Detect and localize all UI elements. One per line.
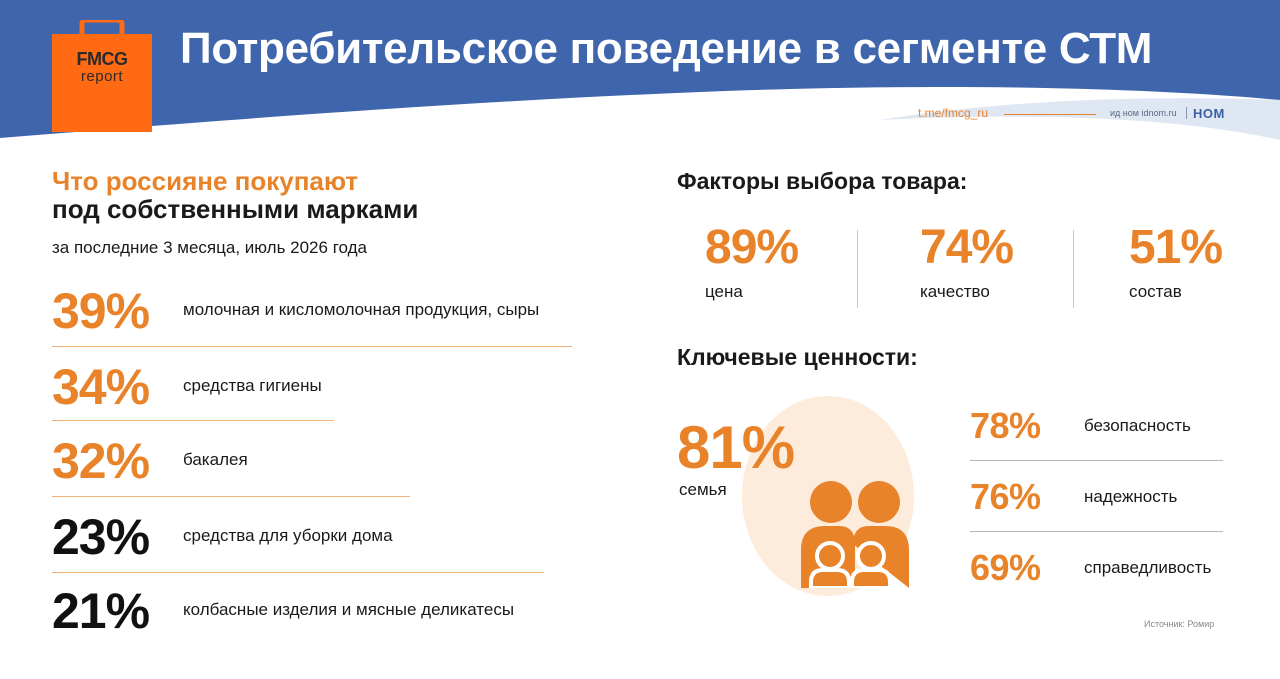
category-percent: 32% <box>52 433 150 489</box>
category-percent: 23% <box>52 509 150 565</box>
value-label: надежность <box>1084 487 1178 506</box>
source-note: Источник: Ромир <box>1144 619 1215 629</box>
section-subtitle: за последние 3 месяца, июль 2026 года <box>52 238 367 257</box>
factor-label: цена <box>705 282 743 301</box>
section-title-orange: Что россияне покупают <box>52 166 359 196</box>
factor-item: 51% состав <box>1129 221 1223 302</box>
factor-item: 74% качество <box>920 221 1014 302</box>
page-title: Потребительское поведение в сегменте СТМ <box>180 24 1153 73</box>
header-banner <box>0 0 1280 140</box>
family-percent: 81% <box>677 414 795 481</box>
fmcg-report-logo <box>52 20 152 132</box>
category-label: средства гигиены <box>183 376 322 395</box>
divider-line <box>1004 114 1096 115</box>
value-percent: 76% <box>970 476 1041 517</box>
factor-label: состав <box>1129 282 1182 301</box>
factors-title: Факторы выбора товара: <box>677 168 968 194</box>
telegram-link[interactable]: t.me/fmcg_ru <box>918 106 989 120</box>
row-divider <box>52 420 334 421</box>
values-title: Ключевые ценности: <box>677 344 918 370</box>
logo-report: report <box>80 68 124 85</box>
category-label: средства для уборки дома <box>183 526 393 545</box>
factor-separator <box>1073 230 1074 308</box>
factor-percent: 51% <box>1129 221 1223 274</box>
row-divider <box>52 496 410 497</box>
value-label: справедливость <box>1084 558 1212 577</box>
value-label: безопасность <box>1084 416 1191 435</box>
family-icon <box>801 481 909 588</box>
factor-percent: 74% <box>920 221 1014 274</box>
publisher-separator <box>1186 107 1187 119</box>
family-label: семья <box>679 480 727 499</box>
logo-text: FMCG report <box>52 50 152 84</box>
nom-logo: НОМ <box>1193 106 1225 121</box>
value-divider <box>970 531 1223 532</box>
category-percent: 39% <box>52 283 150 339</box>
section-title-black: под собственными марками <box>52 194 419 224</box>
category-label: колбасные изделия и мясные деликатесы <box>183 600 515 619</box>
publisher-text: ид ном idnom.ru <box>1110 108 1177 118</box>
value-percent: 78% <box>970 405 1041 446</box>
factor-percent: 89% <box>705 221 799 274</box>
category-label: бакалея <box>183 450 248 469</box>
factor-label: качество <box>920 282 990 301</box>
row-divider <box>52 572 544 573</box>
factor-item: 89% цена <box>705 221 799 302</box>
category-percent: 34% <box>52 359 150 415</box>
category-percent: 21% <box>52 583 150 639</box>
value-divider <box>970 460 1223 461</box>
value-percent: 69% <box>970 547 1041 588</box>
logo-fmcg: FMCG <box>76 49 129 69</box>
factor-separator <box>857 230 858 308</box>
category-label: молочная и кисломолочная продукция, сыры <box>183 300 540 319</box>
row-divider <box>52 346 572 347</box>
